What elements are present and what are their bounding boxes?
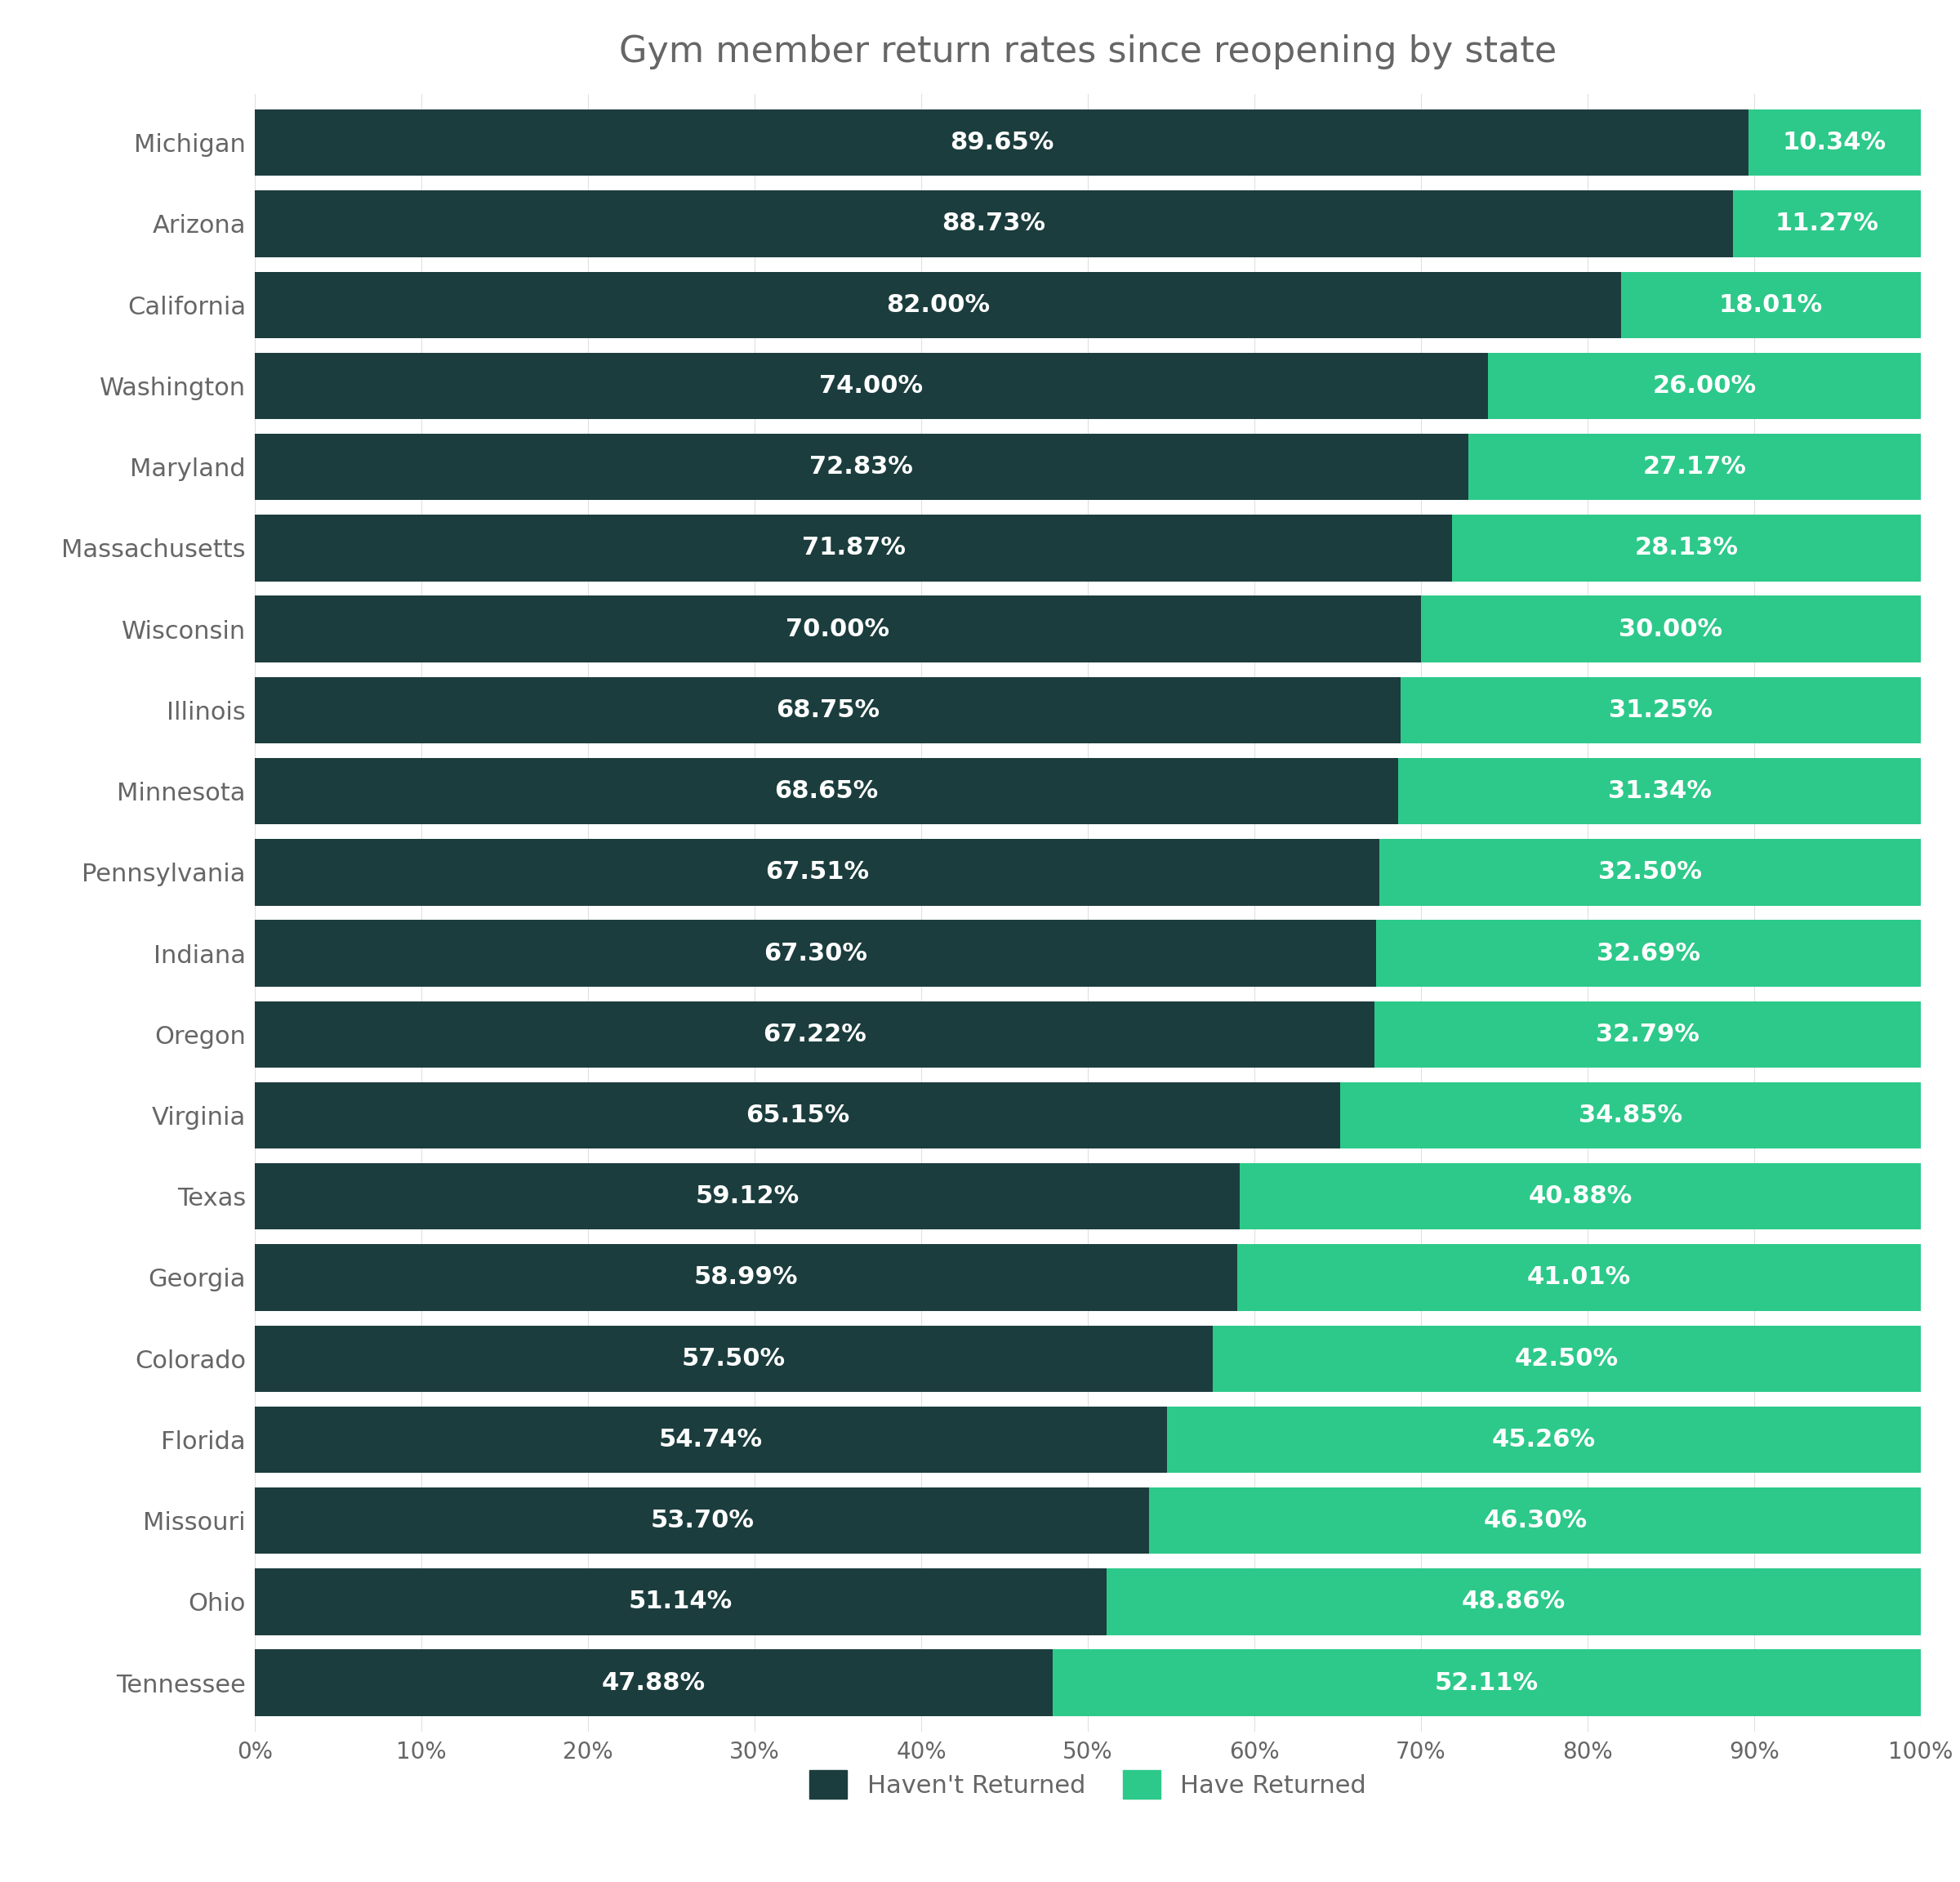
Text: 31.25%: 31.25% xyxy=(1609,698,1713,723)
Text: 30.00%: 30.00% xyxy=(1619,617,1723,642)
Bar xyxy=(1733,190,1921,258)
Title: Gym member return rates since reopening by state: Gym member return rates since reopening … xyxy=(619,34,1556,70)
Text: 82.00%: 82.00% xyxy=(886,294,990,316)
Bar xyxy=(1166,1406,1921,1474)
Bar xyxy=(255,1325,1213,1393)
Bar xyxy=(1488,352,1921,420)
Bar xyxy=(1380,839,1921,905)
Text: 32.50%: 32.50% xyxy=(1599,860,1701,885)
Bar xyxy=(255,109,1748,177)
Bar xyxy=(1237,1244,1921,1310)
Text: 74.00%: 74.00% xyxy=(819,375,923,397)
Bar xyxy=(255,1244,1237,1310)
Bar xyxy=(1376,920,1921,986)
Bar xyxy=(1374,1001,1921,1067)
Text: 31.34%: 31.34% xyxy=(1607,779,1711,804)
Text: 54.74%: 54.74% xyxy=(659,1428,762,1451)
Text: 32.79%: 32.79% xyxy=(1595,1022,1699,1046)
Bar xyxy=(255,758,1399,824)
Bar xyxy=(1748,109,1921,177)
Text: 72.83%: 72.83% xyxy=(809,455,913,478)
Text: 42.50%: 42.50% xyxy=(1515,1348,1619,1370)
Bar xyxy=(255,1487,1149,1555)
Text: 51.14%: 51.14% xyxy=(629,1590,733,1613)
Text: 40.88%: 40.88% xyxy=(1529,1184,1633,1208)
Text: 71.87%: 71.87% xyxy=(802,536,906,559)
Text: 59.12%: 59.12% xyxy=(696,1184,800,1208)
Text: 57.50%: 57.50% xyxy=(682,1348,786,1370)
Text: 45.26%: 45.26% xyxy=(1492,1428,1595,1451)
Text: 70.00%: 70.00% xyxy=(786,617,890,642)
Bar xyxy=(255,1163,1241,1229)
Bar xyxy=(255,516,1452,582)
Bar xyxy=(255,839,1380,905)
Bar xyxy=(255,1082,1341,1148)
Text: 65.15%: 65.15% xyxy=(745,1103,849,1127)
Text: 48.86%: 48.86% xyxy=(1462,1590,1566,1613)
Bar xyxy=(255,271,1621,339)
Text: 58.99%: 58.99% xyxy=(694,1267,798,1289)
Bar xyxy=(255,678,1399,743)
Bar xyxy=(1452,516,1921,582)
Bar xyxy=(1149,1487,1921,1555)
Bar xyxy=(1621,271,1921,339)
Bar xyxy=(255,920,1376,986)
Text: 41.01%: 41.01% xyxy=(1527,1267,1631,1289)
Text: 18.01%: 18.01% xyxy=(1719,294,1823,316)
Text: 67.22%: 67.22% xyxy=(762,1022,866,1046)
Bar xyxy=(1053,1649,1921,1716)
Text: 11.27%: 11.27% xyxy=(1776,213,1880,235)
Bar xyxy=(255,597,1421,662)
Text: 27.17%: 27.17% xyxy=(1642,455,1746,478)
Text: 68.65%: 68.65% xyxy=(774,779,878,804)
Bar xyxy=(1468,433,1921,501)
Bar xyxy=(1107,1568,1921,1635)
Bar xyxy=(255,1406,1166,1474)
Text: 47.88%: 47.88% xyxy=(602,1671,706,1694)
Text: 46.30%: 46.30% xyxy=(1484,1509,1588,1532)
Text: 26.00%: 26.00% xyxy=(1652,375,1756,397)
Text: 32.69%: 32.69% xyxy=(1595,941,1699,965)
Text: 88.73%: 88.73% xyxy=(943,213,1047,235)
Text: 67.51%: 67.51% xyxy=(764,860,868,885)
Bar xyxy=(1421,597,1921,662)
Bar xyxy=(1213,1325,1921,1393)
Text: 89.65%: 89.65% xyxy=(949,132,1054,154)
Bar xyxy=(1399,678,1921,743)
Bar xyxy=(1241,1163,1921,1229)
Legend: Haven't Returned, Have Returned: Haven't Returned, Have Returned xyxy=(800,1760,1376,1809)
Bar xyxy=(255,1568,1107,1635)
Bar xyxy=(255,352,1488,420)
Text: 28.13%: 28.13% xyxy=(1635,536,1739,559)
Bar xyxy=(255,1001,1374,1067)
Text: 67.30%: 67.30% xyxy=(764,941,866,965)
Bar xyxy=(1341,1082,1921,1148)
Text: 53.70%: 53.70% xyxy=(651,1509,755,1532)
Bar xyxy=(255,190,1733,258)
Bar xyxy=(255,1649,1053,1716)
Text: 34.85%: 34.85% xyxy=(1578,1103,1682,1127)
Bar xyxy=(1399,758,1921,824)
Text: 68.75%: 68.75% xyxy=(776,698,880,723)
Bar xyxy=(255,433,1468,501)
Text: 52.11%: 52.11% xyxy=(1435,1671,1539,1694)
Text: 10.34%: 10.34% xyxy=(1782,132,1886,154)
